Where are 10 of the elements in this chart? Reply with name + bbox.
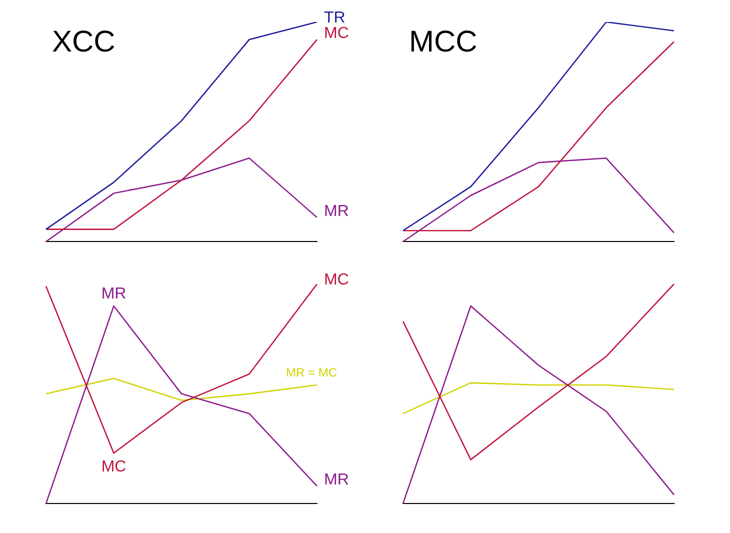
series-label: MC — [324, 271, 349, 288]
annotation: MC — [101, 458, 126, 476]
chart-title: XCC — [52, 25, 116, 58]
series-label: MR — [324, 202, 349, 220]
series-label: MC — [324, 24, 349, 42]
chart-title: MCC — [409, 25, 478, 58]
annotation: MR — [101, 285, 126, 302]
series-label: TR — [324, 9, 346, 26]
series-label: MR = MC — [286, 365, 338, 380]
series-label: MR — [324, 471, 349, 488]
